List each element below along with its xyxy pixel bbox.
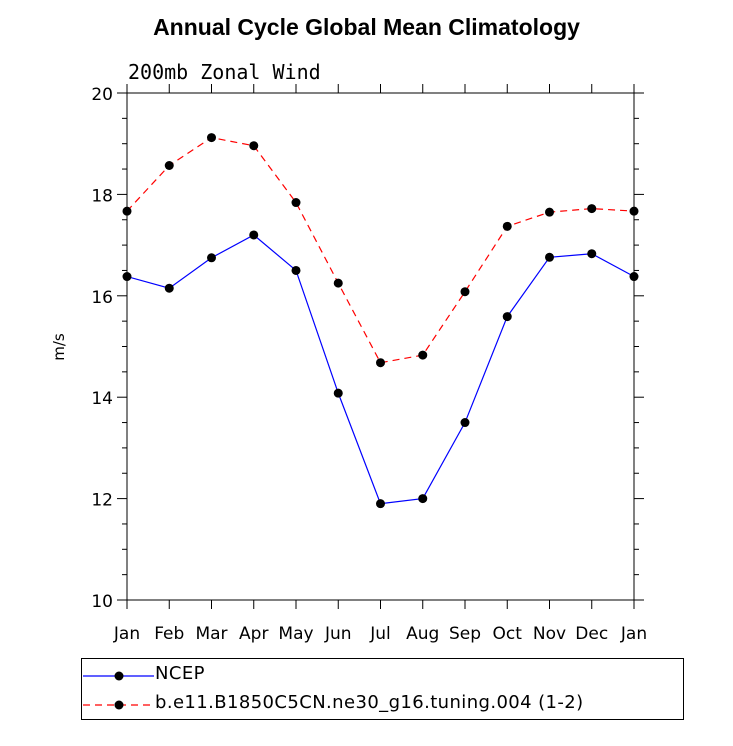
data-point-s0-5: [333, 388, 343, 398]
data-point-s1-7: [418, 350, 428, 360]
legend-item-model: b.e11.B1850C5CN.ne30_g16.tuning.004 (1-2…: [82, 692, 683, 718]
y-tick-label: 12: [91, 491, 113, 511]
data-point-s0-9: [502, 312, 512, 322]
data-point-s0-8: [460, 418, 470, 428]
data-point-s1-10: [545, 207, 554, 217]
y-tick-label: 10: [91, 592, 113, 612]
x-tick-label: Apr: [239, 624, 268, 644]
data-point-s1-9: [502, 221, 512, 231]
legend-swatch-model: [83, 700, 154, 710]
x-tick-label: Oct: [493, 624, 523, 644]
data-point-s1-0: [122, 206, 132, 216]
y-tick-label: 16: [91, 288, 113, 308]
x-tick-label: Sep: [449, 624, 481, 644]
data-point-s1-12: [629, 206, 639, 216]
y-axis: 10 12 14 16 18 20: [91, 85, 113, 612]
chart-subtitle: 200mb Zonal Wind: [128, 60, 321, 84]
data-point-s1-8: [460, 287, 470, 297]
legend: NCEP b.e11.B1850C5CN.ne30_g16.tuning.004…: [81, 658, 684, 720]
x-tick-label: Jan: [113, 624, 140, 644]
y-tick-label: 18: [91, 186, 113, 206]
data-point-s0-12: [629, 272, 639, 282]
data-point-s0-1: [164, 283, 174, 293]
data-point-s1-11: [587, 204, 597, 214]
x-tick-label: Mar: [195, 624, 227, 644]
y-tick-label: 20: [91, 85, 113, 105]
x-tick-label: Jul: [369, 624, 391, 644]
data-point-s1-4: [291, 198, 301, 208]
tick-marks: [117, 84, 644, 609]
series-layer: [122, 133, 639, 509]
legend-label-ncep: NCEP: [155, 663, 205, 684]
y-tick-label: 14: [91, 389, 113, 409]
data-point-s1-3: [249, 141, 259, 151]
x-axis: Jan Feb Mar Apr May Jun Jul Aug Sep Oct Nov Dec Jan: [113, 624, 647, 644]
data-point-s0-11: [587, 249, 597, 259]
data-point-s0-2: [207, 253, 216, 263]
legend-swatch-ncep: [83, 671, 154, 681]
chart-title: Annual Cycle Global Mean Climatology: [153, 14, 580, 40]
chart-canvas: 200mb Zonal Wind 10 12 14 16 18 20 Jan Feb Mar A…: [50, 60, 647, 644]
data-point-s1-6: [376, 358, 385, 368]
y-axis-label: m/s: [50, 333, 68, 361]
data-point-s0-3: [249, 230, 259, 240]
data-point-s1-2: [207, 133, 216, 143]
data-point-s0-7: [418, 494, 428, 504]
x-tick-label: Feb: [154, 624, 184, 644]
plot-frame: [126, 92, 635, 601]
data-point-s1-1: [164, 161, 174, 171]
x-tick-label: Jan: [620, 624, 647, 644]
data-point-s1-5: [333, 278, 343, 288]
x-tick-label: Jun: [324, 624, 352, 644]
data-point-s0-10: [545, 252, 554, 262]
data-point-s0-6: [376, 499, 385, 509]
data-point-s0-0: [122, 272, 132, 282]
series-line-1: [126, 136, 635, 364]
x-tick-label: Aug: [406, 624, 439, 644]
data-point-s0-4: [291, 265, 301, 275]
x-tick-label: Dec: [575, 624, 608, 644]
legend-label-model: b.e11.B1850C5CN.ne30_g16.tuning.004 (1-2…: [155, 692, 584, 713]
x-tick-label: May: [278, 624, 313, 644]
x-tick-label: Nov: [533, 624, 566, 644]
legend-item-ncep: NCEP: [82, 663, 683, 689]
series-line-0: [126, 234, 635, 505]
